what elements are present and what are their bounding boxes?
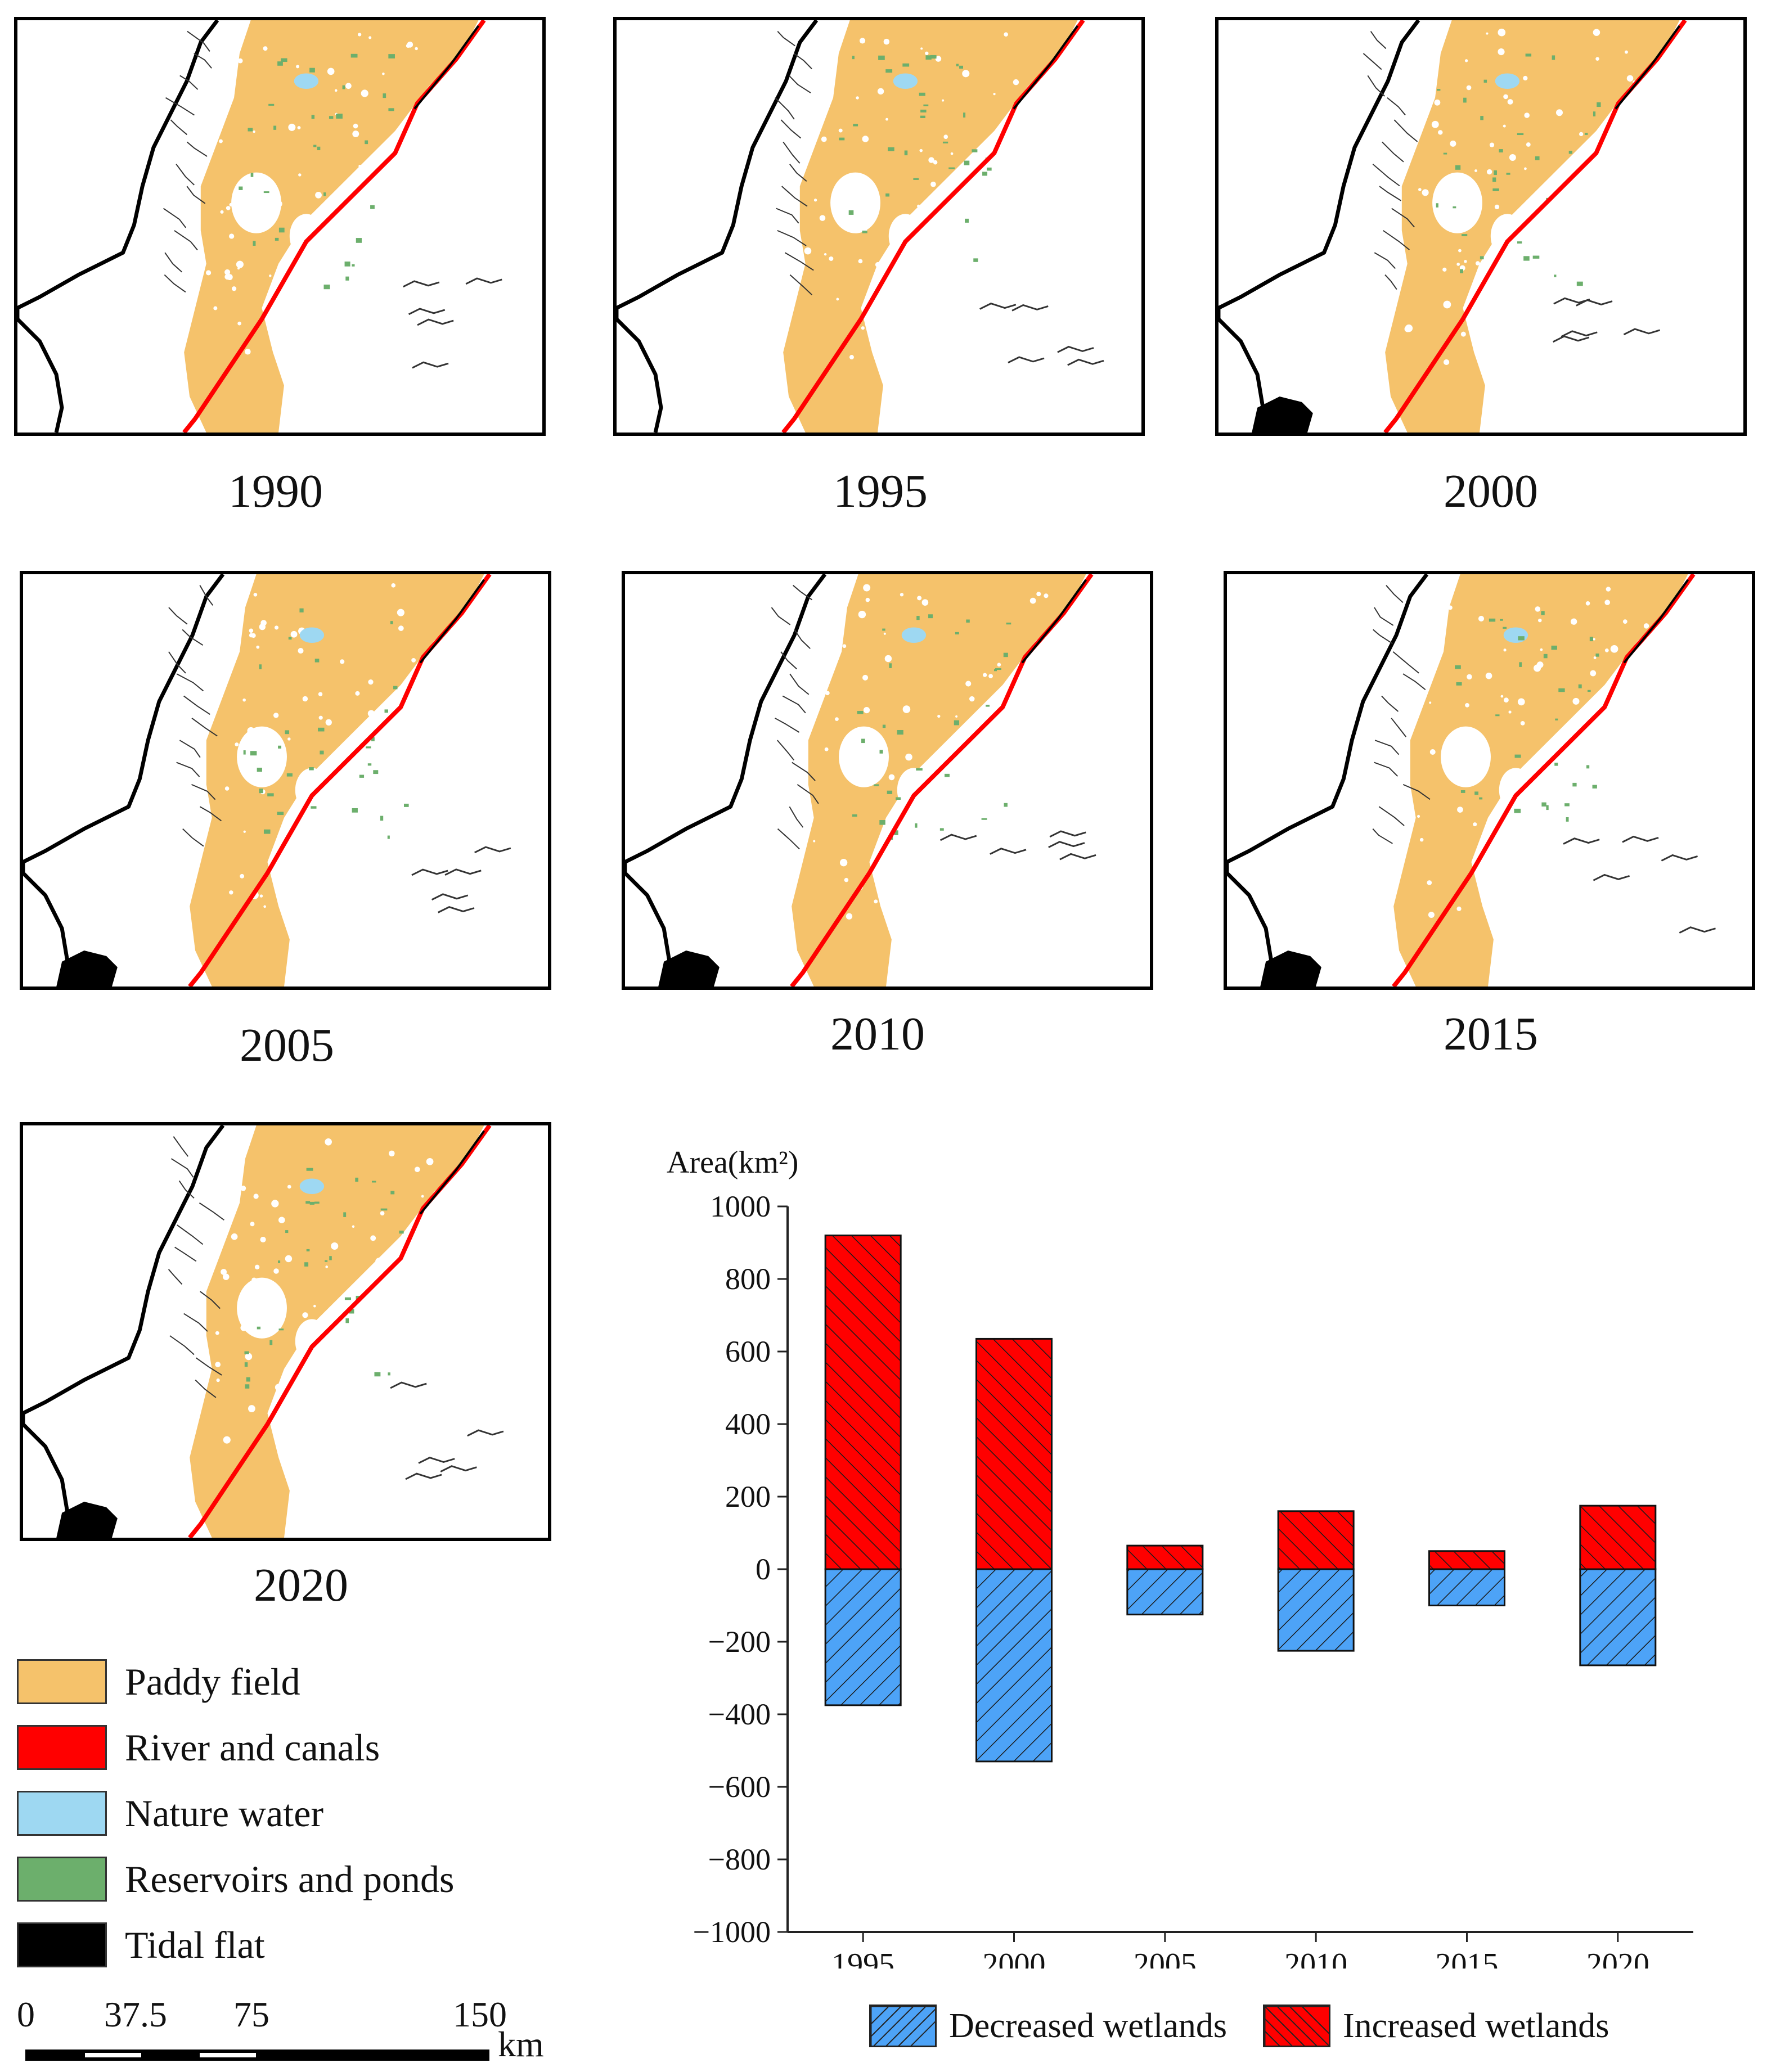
- paddy-field-area: [1393, 574, 1688, 987]
- legend-label: Nature water: [125, 1791, 324, 1835]
- y-tick-label: 600: [725, 1335, 771, 1368]
- bar-decreased: [1428, 1568, 1505, 1606]
- map-image: [17, 20, 502, 433]
- map-panel-2010: [622, 571, 1153, 990]
- y-tick-label: −200: [708, 1625, 771, 1659]
- map-panel-1990: [14, 17, 546, 436]
- legend-swatch: [17, 1725, 107, 1770]
- bar-increased: [1428, 1550, 1505, 1570]
- bar-increased: [975, 1337, 1053, 1570]
- bar-increased: [1126, 1544, 1204, 1570]
- map-image: [23, 1125, 504, 1538]
- map-caption-1995: 1995: [833, 465, 928, 517]
- map-image: [625, 574, 1096, 987]
- y-axis-label: Area(km²): [667, 1145, 798, 1180]
- x-tick-label: 2015: [1436, 1947, 1499, 1969]
- legend-label-increased: Increased wetlands: [1343, 2006, 1609, 2045]
- map-caption-1990: 1990: [228, 465, 323, 517]
- map-image: [1227, 574, 1716, 987]
- scale-tick-75: 75: [233, 1994, 269, 2034]
- bar-decreased: [824, 1568, 902, 1706]
- bar-increased: [824, 1235, 902, 1570]
- map-caption-2005: 2005: [240, 1019, 334, 1071]
- x-tick-label: 2005: [1134, 1947, 1197, 1969]
- y-tick-label: 800: [725, 1262, 771, 1296]
- y-tick-label: 200: [725, 1480, 771, 1514]
- y-tick-label: 0: [756, 1552, 771, 1586]
- map-caption-2010: 2010: [830, 1008, 925, 1060]
- y-tick-label: −600: [708, 1770, 771, 1804]
- legend-item-tidal-flat: Tidal flat: [17, 1920, 265, 1970]
- legend-label: River and canals: [125, 1726, 380, 1769]
- y-tick-label: −400: [708, 1697, 771, 1731]
- map-image: [617, 20, 1104, 433]
- bar-decreased: [1126, 1568, 1204, 1616]
- legend-item-river-and-canals: River and canals: [17, 1722, 380, 1773]
- map-caption-2015: 2015: [1444, 1008, 1538, 1060]
- legend-swatch: [17, 1659, 107, 1704]
- map-panel-2020: [20, 1122, 551, 1541]
- bar-decreased: [975, 1568, 1053, 1763]
- map-panel-2015: [1224, 571, 1755, 990]
- legend-label-decreased: Decreased wetlands: [949, 2006, 1228, 2045]
- map-caption-2000: 2000: [1444, 465, 1538, 517]
- map-panel-2005: [20, 571, 551, 990]
- x-tick-label: 1995: [831, 1947, 894, 1969]
- chart-legend-increased: Increased wetlands: [1263, 2002, 1609, 2050]
- scale-unit: km: [498, 2024, 544, 2064]
- map-caption-2020: 2020: [254, 1559, 348, 1611]
- legend-swatch-decreased: [869, 2005, 937, 2047]
- map-panel-2000: [1215, 17, 1747, 436]
- bar-increased: [1277, 1510, 1355, 1570]
- y-tick-label: 400: [725, 1407, 771, 1441]
- map-panel-1995: [613, 17, 1145, 436]
- scale-bar: [25, 2050, 489, 2061]
- legend-item-nature-water: Nature water: [17, 1788, 323, 1839]
- map-image: [1219, 20, 1687, 433]
- legend-item-paddy-field: Paddy field: [17, 1656, 300, 1707]
- paddy-field-area: [190, 574, 484, 987]
- bar-increased: [1579, 1505, 1657, 1570]
- y-tick-label: 1000: [710, 1190, 771, 1223]
- legend-swatch: [17, 1791, 107, 1836]
- legend-label: Tidal flat: [125, 1923, 265, 1966]
- paddy-field-area: [783, 20, 1078, 433]
- scale-tick-150: 150: [453, 1994, 507, 2034]
- legend-label: Paddy field: [125, 1660, 300, 1703]
- y-tick-label: −800: [708, 1843, 771, 1876]
- x-tick-label: 2000: [983, 1947, 1046, 1969]
- map-image: [23, 574, 511, 987]
- x-tick-label: 2010: [1284, 1947, 1347, 1969]
- paddy-field-area: [1385, 20, 1680, 433]
- x-tick-label: 2020: [1586, 1947, 1649, 1969]
- chart-legend-decreased: Decreased wetlands: [869, 2002, 1227, 2050]
- paddy-field-area: [184, 20, 479, 433]
- paddy-field-area: [190, 1125, 484, 1538]
- paddy-field-area: [792, 574, 1086, 987]
- wetland-change-chart: Area(km²)10008006004002000−200−400−600−8…: [667, 1145, 1693, 1969]
- legend-swatch-increased: [1263, 2005, 1330, 2047]
- legend-swatch: [17, 1922, 107, 1967]
- legend-item-reservoirs-and-ponds: Reservoirs and ponds: [17, 1854, 454, 1904]
- scale-tick-37.5: 37.5: [104, 1994, 167, 2034]
- y-tick-label: −1000: [693, 1915, 771, 1949]
- bar-decreased: [1277, 1568, 1355, 1652]
- legend-label: Reservoirs and ponds: [125, 1857, 455, 1900]
- legend-swatch: [17, 1857, 107, 1902]
- bar-decreased: [1579, 1568, 1657, 1666]
- scale-tick-0: 0: [17, 1994, 35, 2034]
